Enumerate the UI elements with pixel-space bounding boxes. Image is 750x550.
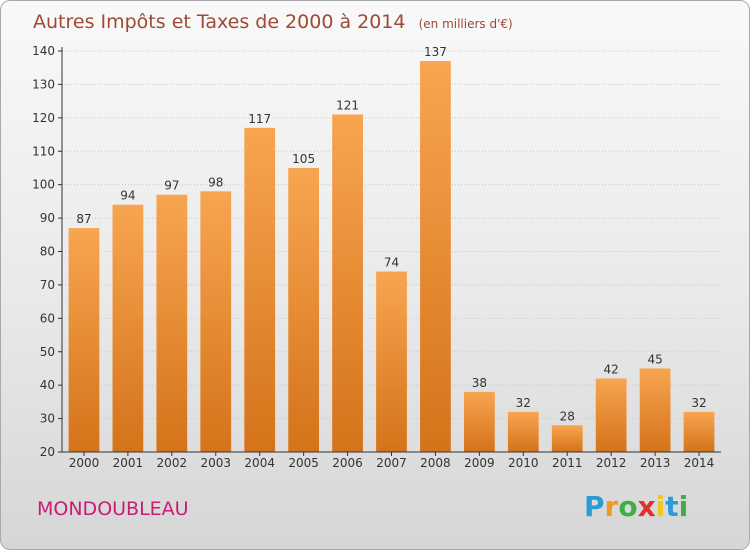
bar xyxy=(156,194,188,453)
x-tick-label: 2006 xyxy=(332,456,363,470)
bar-value-label: 105 xyxy=(292,152,315,166)
proxiti-logo: Proxiti xyxy=(584,490,688,523)
bar xyxy=(376,271,407,452)
bar-value-label: 97 xyxy=(164,179,179,193)
chart-title-main: Autres Impôts et Taxes de 2000 à 2014 xyxy=(33,11,406,33)
y-tick-label: 100 xyxy=(32,178,55,192)
x-tick-label: 2010 xyxy=(508,456,539,470)
y-tick-label: 70 xyxy=(40,278,55,292)
x-tick-label: 2003 xyxy=(200,456,231,470)
bars xyxy=(68,61,715,453)
bar-value-label: 32 xyxy=(691,396,706,410)
bar xyxy=(507,411,539,452)
bar-value-label: 94 xyxy=(120,189,135,203)
bar xyxy=(200,191,232,452)
bar-value-label: 117 xyxy=(248,112,271,126)
bar-value-label: 137 xyxy=(424,45,447,59)
y-tick-label: 80 xyxy=(40,245,55,259)
y-tick-label: 30 xyxy=(40,412,55,426)
y-tick-label: 40 xyxy=(40,378,55,392)
location-label: MONDOUBLEAU xyxy=(37,498,189,520)
chart-title: Autres Impôts et Taxes de 2000 à 2014 (e… xyxy=(33,11,513,33)
logo-letter: r xyxy=(605,490,619,523)
axes: 20 30 40 50 60 70 80 90 100 110 120 130 140 2000 2001 2… xyxy=(32,44,721,470)
x-tick-label: 2009 xyxy=(464,456,495,470)
bar-value-label: 32 xyxy=(516,396,531,410)
x-tick-label: 2007 xyxy=(376,456,407,470)
bar-value-label: 74 xyxy=(384,256,399,270)
x-tick-label: 2000 xyxy=(69,456,100,470)
logo-letter: x xyxy=(638,490,656,523)
x-tick-label: 2011 xyxy=(552,456,583,470)
bar xyxy=(288,167,320,453)
bar-value-label: 98 xyxy=(208,175,223,189)
x-tick-label: 2008 xyxy=(420,456,451,470)
y-tick-label: 140 xyxy=(32,44,55,58)
bar xyxy=(68,228,100,452)
y-tick-label: 60 xyxy=(40,311,55,325)
y-tick-label: 110 xyxy=(32,144,55,158)
logo-letter: o xyxy=(618,490,637,523)
bar xyxy=(332,114,363,452)
logo-letter: P xyxy=(584,490,605,523)
x-tick-label: 2012 xyxy=(596,456,627,470)
y-tick-label: 20 xyxy=(40,445,55,459)
y-tick-label: 50 xyxy=(40,345,55,359)
bar xyxy=(112,204,144,452)
y-tick-label: 120 xyxy=(32,111,55,125)
bar xyxy=(463,391,495,452)
bar-value-label: 87 xyxy=(76,212,91,226)
bar xyxy=(595,378,627,452)
x-tick-label: 2001 xyxy=(113,456,144,470)
x-tick-label: 2002 xyxy=(157,456,188,470)
y-tick-label: 90 xyxy=(40,211,55,225)
bar-value-label: 38 xyxy=(472,376,487,390)
value-labels: 87 94 97 98 117 105 121 74 137 38 32 28 42 45 32 xyxy=(76,45,706,423)
bar-value-label: 42 xyxy=(604,362,619,376)
x-tick-label: 2004 xyxy=(244,456,275,470)
bar-value-label: 45 xyxy=(647,352,662,366)
bar-value-label: 28 xyxy=(560,409,575,423)
bar-value-label: 121 xyxy=(336,98,359,112)
x-tick-label: 2005 xyxy=(288,456,319,470)
chart-subtitle: (en milliers d'€) xyxy=(419,17,513,31)
bar xyxy=(420,61,451,453)
bar xyxy=(683,411,715,452)
x-tick-label: 2014 xyxy=(684,456,715,470)
y-tick-label: 130 xyxy=(32,77,55,91)
logo-letter: i xyxy=(656,490,666,523)
bar xyxy=(551,425,583,452)
bar xyxy=(639,368,671,452)
x-tick-label: 2013 xyxy=(640,456,671,470)
logo-letter: t xyxy=(665,490,678,523)
bar xyxy=(244,127,276,452)
logo-letter: i xyxy=(679,490,689,523)
